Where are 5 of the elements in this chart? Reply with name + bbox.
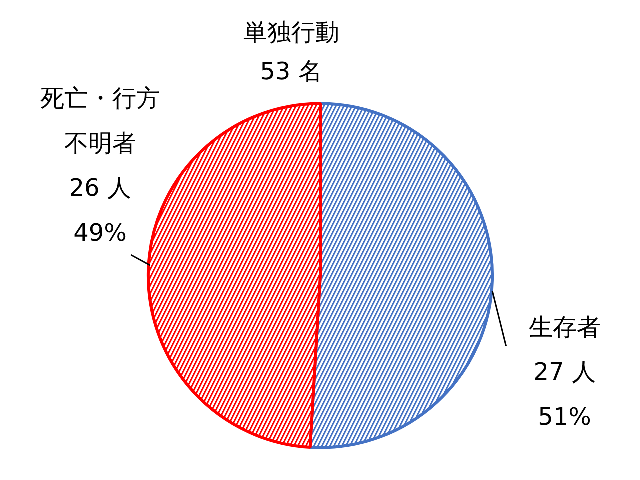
slice-label: 死亡・行方不明者 [40,84,160,158]
chart-title: 単独行動 53 名 [243,18,340,86]
slice-label: 生存者 [528,313,601,342]
data-label: 26 人 49% [69,174,132,247]
data-label: 27 人 51% [534,358,596,431]
